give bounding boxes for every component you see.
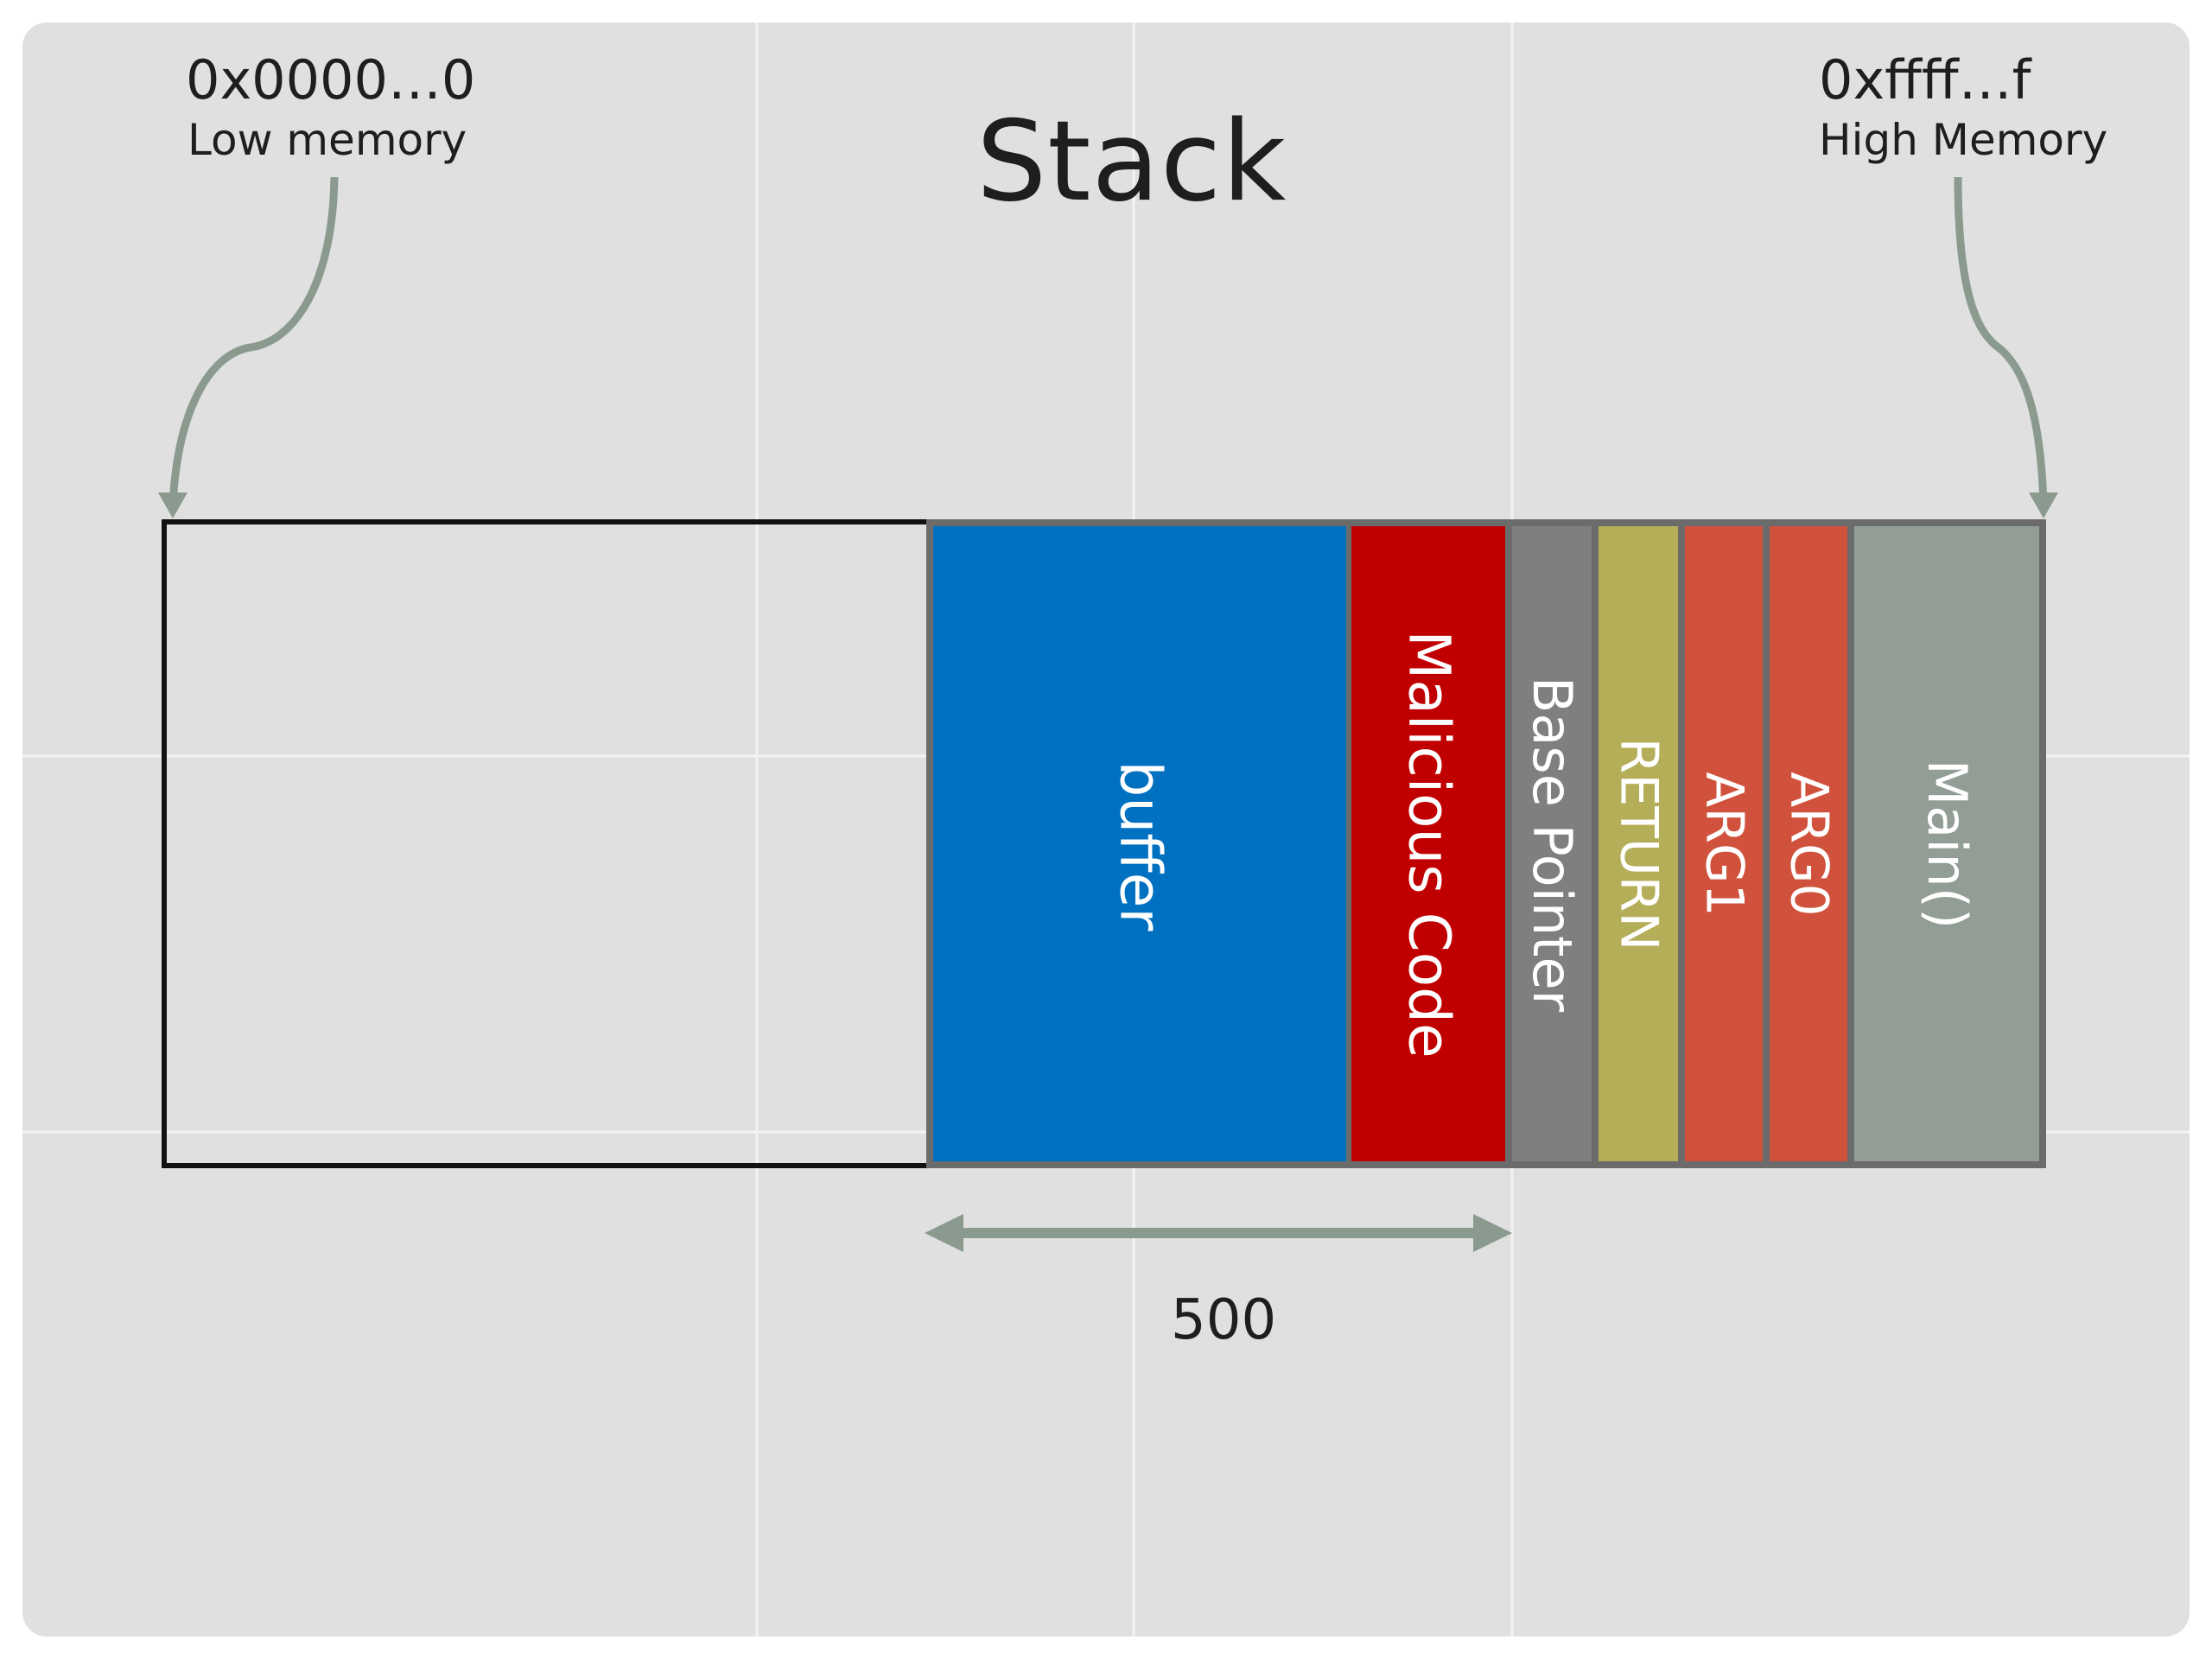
segment-label-main: Main() [1916, 759, 1980, 929]
segment-label-return: RETURN [1607, 737, 1669, 950]
low-memory-arrowhead [158, 493, 188, 518]
segment-label-arg1: ARG1 [1694, 771, 1755, 917]
high-memory-label: High Memory [1819, 115, 2108, 165]
segment-base-pointer [1509, 523, 1595, 1165]
segment-main [1851, 523, 2043, 1165]
segment-label-base-pointer: Base Pointer [1521, 676, 1585, 1012]
size-arrow-left-head [925, 1214, 963, 1252]
segment-arg0 [1766, 523, 1851, 1165]
high-memory-arrow [1954, 176, 2048, 506]
diagram-title: Stack [976, 98, 1287, 226]
filled-stack-region [926, 519, 2046, 1168]
segment-label-buffer: buffer [1106, 760, 1173, 931]
high-memory-arrowhead [2029, 493, 2058, 518]
segment-return [1595, 523, 1681, 1165]
size-label: 500 [1171, 1288, 1277, 1352]
high-address-label: 0xffff…f [1819, 48, 2031, 111]
segment-buffer [930, 523, 1350, 1165]
size-arrow-right-head [1473, 1214, 1512, 1252]
stack-segments [930, 523, 2043, 1165]
segment-label-malicious-code: Malicious Code [1395, 629, 1463, 1058]
low-address-label: 0x0000…0 [186, 48, 476, 111]
segment-arg1 [1681, 523, 1766, 1165]
segment-malicious-code [1348, 523, 1509, 1165]
low-memory-label: Low memory [188, 115, 467, 165]
low-memory-arrow [168, 176, 339, 506]
segment-label-arg0: ARG0 [1778, 771, 1840, 917]
